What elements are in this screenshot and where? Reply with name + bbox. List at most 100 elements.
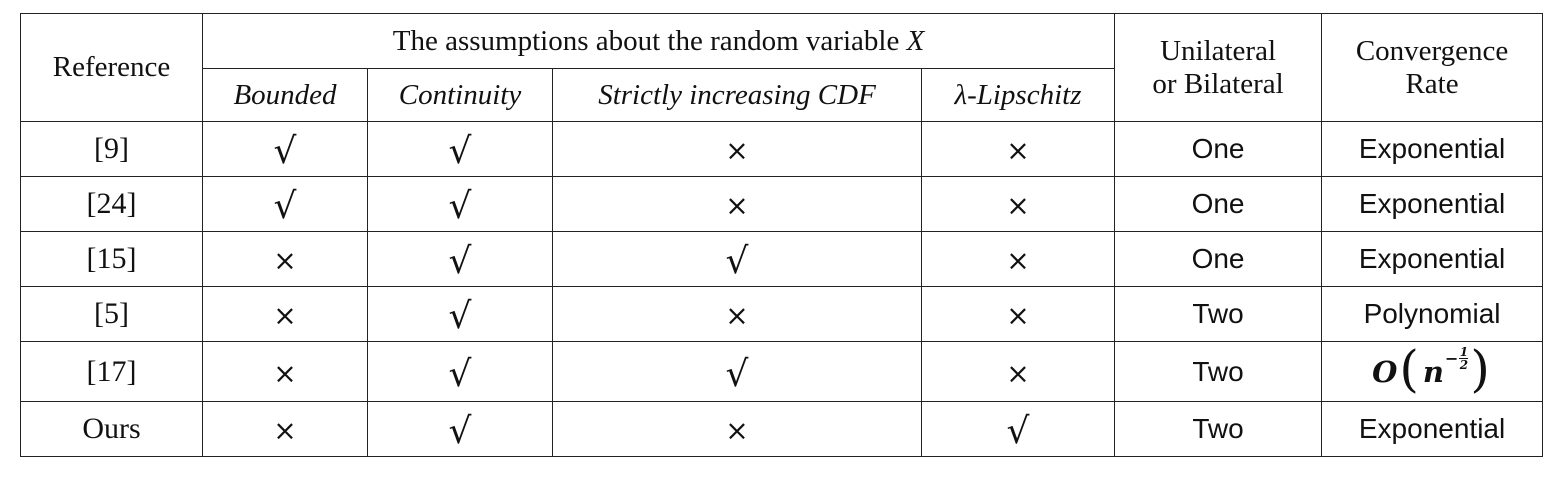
cell-bounded: √ [202,121,368,177]
cell-reference: [5] [20,286,203,342]
cross-icon: × [1006,356,1030,390]
cell-bounded: × [202,286,368,342]
header-unilateral-line2: or Bilateral [1152,67,1284,100]
cell-sides: Two [1114,341,1323,402]
check-icon: √ [448,131,472,172]
header-continuity: Continuity [367,68,553,122]
cell-continuity: √ [367,401,553,457]
comparison-table: Reference The assumptions about the rand… [20,13,1544,457]
cell-rate: Exponential [1321,121,1544,177]
cell-sides: Two [1114,286,1323,342]
cell-strict-cdf: × [552,121,922,177]
check-icon: √ [448,353,472,395]
check-icon: √ [1006,411,1030,452]
header-rate-line2: Rate [1405,67,1459,100]
lambda-symbol: λ [954,78,968,111]
cell-reference: [24] [20,176,203,232]
cell-lipschitz: × [920,121,1116,177]
cross-icon: × [725,189,749,222]
header-unilateral-line1: Unilateral [1160,34,1277,67]
cell-rate: Polynomial [1321,286,1544,342]
formula-base: n [1422,354,1445,389]
cell-lipschitz: × [920,176,1116,232]
header-rate-line1: Convergence [1355,34,1509,67]
cell-strict-cdf: × [552,401,922,457]
check-icon: √ [448,241,472,282]
big-o-symbol: O [1372,354,1398,389]
header-convergence-rate: Convergence Rate [1321,13,1544,122]
cell-strict-cdf: × [552,286,922,342]
header-assumptions-variable: X [906,24,925,57]
header-assumptions-text: The assumptions about the random variabl… [392,24,900,57]
cross-icon: × [273,356,297,390]
cell-lipschitz: × [920,231,1116,287]
header-reference: Reference [20,13,203,122]
cross-icon: × [1006,134,1030,167]
header-unilateral: Unilateral or Bilateral [1114,13,1323,122]
table-row: [5] × √ × × Two Polynomial [20,286,1544,342]
cell-rate: Exponential [1321,176,1544,232]
close-paren: ) [1470,339,1490,398]
open-paren: ( [1399,339,1419,398]
check-icon: √ [725,353,749,395]
cell-lipschitz: × [920,341,1116,402]
header-strictly-increasing-cdf: Strictly increasing CDF [552,68,922,122]
cell-rate: O ( n − 1 2 ) [1321,339,1544,402]
cell-strict-cdf: × [552,176,922,232]
cell-rate: Exponential [1321,401,1544,457]
check-icon: √ [448,186,472,227]
cell-continuity: √ [367,176,553,232]
formula-exponent: − 1 2 [1445,345,1469,372]
header-row-top: Reference The assumptions about the rand… [20,13,1544,122]
cross-icon: × [1006,299,1030,332]
cell-continuity: √ [367,121,553,177]
cell-sides: One [1114,121,1323,177]
cell-sides: Two [1114,401,1323,457]
cell-lipschitz: √ [920,401,1116,457]
cross-icon: × [273,299,297,332]
cell-reference: [17] [20,341,203,402]
fraction-numerator: 1 [1459,345,1469,359]
cross-icon: × [725,414,749,447]
cell-bounded: × [202,231,368,287]
cell-reference: [15] [20,231,203,287]
cross-icon: × [725,299,749,332]
cross-icon: × [273,414,297,447]
table-row: Ours × √ × √ Two Exponential [20,401,1544,457]
exponent-fraction: 1 2 [1459,345,1469,372]
cell-bounded: × [202,401,368,457]
check-icon: √ [448,296,472,337]
cross-icon: × [725,134,749,167]
header-lipschitz: λ-Lipschitz [920,68,1116,122]
table-row: [24] √ √ × × One Exponential [20,176,1544,232]
check-icon: √ [273,186,297,227]
table-row: [17] × √ √ × Two O ( n − 1 2 [20,339,1544,402]
check-icon: √ [448,411,472,452]
cell-rate: Exponential [1321,231,1544,287]
fraction-denominator: 2 [1459,358,1469,372]
cross-icon: × [1006,189,1030,222]
header-assumptions: The assumptions about the random variabl… [201,13,1116,69]
cell-strict-cdf: √ [552,231,922,287]
header-bounded: Bounded [202,68,368,122]
cell-continuity: √ [367,231,553,287]
cross-icon: × [1006,244,1030,277]
cell-continuity: √ [367,286,553,342]
cell-lipschitz: × [920,286,1116,342]
cell-sides: One [1114,231,1323,287]
cell-bounded: √ [202,176,368,232]
fraction-bar [1459,358,1469,359]
rate-formula: O ( n − 1 2 ) [1372,339,1492,398]
cell-bounded: × [202,341,368,402]
cell-reference: Ours [20,401,203,457]
cell-continuity: √ [367,341,553,402]
cross-icon: × [273,244,297,277]
table-row: [15] × √ √ × One Exponential [20,231,1544,287]
cell-strict-cdf: √ [552,341,922,402]
check-icon: √ [273,131,297,172]
cell-reference: [9] [20,121,203,177]
table-row: [9] √ √ × × One Exponential [20,121,1544,177]
header-lipschitz-text: -Lipschitz [967,78,1082,111]
exponent-minus: − [1445,349,1459,368]
check-icon: √ [725,241,749,282]
